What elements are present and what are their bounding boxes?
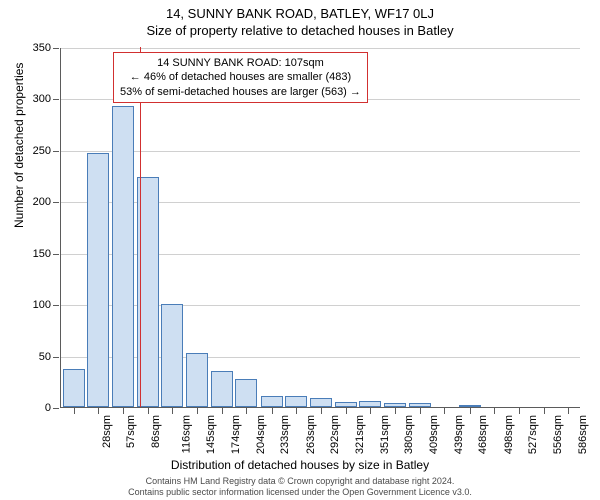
x-tick [197,408,198,414]
grid-line [61,151,580,152]
x-tick-label: 263sqm [305,415,317,454]
grid-line [61,48,580,49]
x-tick [123,408,124,414]
annotation-line: ← 46% of detached houses are smaller (48… [120,70,361,84]
x-tick [568,408,569,414]
x-tick-label: 409sqm [428,415,440,454]
x-tick-label: 439sqm [453,415,465,454]
x-tick [444,408,445,414]
y-tick [53,254,59,255]
histogram-bar [63,369,85,407]
x-tick [346,408,347,414]
y-tick [53,305,59,306]
x-tick [222,408,223,414]
x-tick-label: 586sqm [577,415,589,454]
x-tick-label: 174sqm [230,415,242,454]
y-tick [53,151,59,152]
annotation-line: 53% of semi-detached houses are larger (… [120,85,361,99]
x-tick-label: 468sqm [478,415,490,454]
y-tick-label: 150 [33,248,51,260]
y-tick-label: 0 [45,402,51,414]
y-axis-label: Number of detached properties [12,63,26,228]
y-tick-label: 300 [33,93,51,105]
annotation-box: 14 SUNNY BANK ROAD: 107sqm← 46% of detac… [113,52,368,103]
y-tick [53,357,59,358]
x-axis-label: Distribution of detached houses by size … [0,458,600,472]
page-title: 14, SUNNY BANK ROAD, BATLEY, WF17 0LJ [0,0,600,21]
x-tick [544,408,545,414]
x-tick-label: 204sqm [255,415,267,454]
x-tick [172,408,173,414]
y-tick-label: 50 [39,351,51,363]
x-tick [148,408,149,414]
y-tick [53,408,59,409]
histogram-bar [235,379,257,407]
histogram-bar [384,403,406,407]
x-tick [246,408,247,414]
x-tick [519,408,520,414]
footer-attribution: Contains HM Land Registry data © Crown c… [0,476,600,498]
x-tick [420,408,421,414]
x-tick [98,408,99,414]
histogram-bar [310,398,332,407]
x-tick-label: 321sqm [354,415,366,454]
histogram-bar [359,401,381,407]
x-tick-label: 556sqm [552,415,564,454]
x-tick [272,408,273,414]
x-tick-label: 498sqm [503,415,515,454]
x-tick [470,408,471,414]
x-tick-label: 292sqm [329,415,341,454]
x-tick [296,408,297,414]
x-tick-label: 57sqm [125,415,137,448]
footer-line-1: Contains HM Land Registry data © Crown c… [0,476,600,487]
histogram-bar [186,353,208,408]
y-tick [53,202,59,203]
page-subtitle: Size of property relative to detached ho… [0,21,600,38]
y-tick-label: 250 [33,145,51,157]
x-tick [395,408,396,414]
histogram-bar [335,402,357,407]
x-tick [370,408,371,414]
x-tick [74,408,75,414]
x-tick-label: 28sqm [101,415,113,448]
histogram-bar [161,304,183,407]
y-tick [53,99,59,100]
x-tick-label: 380sqm [403,415,415,454]
histogram-bar [261,396,283,407]
x-tick [321,408,322,414]
y-tick-label: 100 [33,299,51,311]
footer-line-2: Contains public sector information licen… [0,487,600,498]
annotation-line: 14 SUNNY BANK ROAD: 107sqm [120,56,361,70]
y-tick-label: 200 [33,196,51,208]
y-tick-label: 350 [33,42,51,54]
x-tick-label: 145sqm [205,415,217,454]
histogram-bar [285,396,307,407]
x-tick-label: 351sqm [379,415,391,454]
histogram-bar [112,106,134,407]
x-tick-label: 116sqm [180,415,192,453]
histogram-chart: 05010015020025030035028sqm57sqm86sqm116s… [60,48,580,408]
x-tick-label: 527sqm [527,415,539,454]
histogram-bar [211,371,233,407]
y-tick [53,48,59,49]
histogram-bar [87,153,109,407]
histogram-bar [459,405,481,407]
x-tick-label: 233sqm [280,415,292,454]
x-tick [494,408,495,414]
x-tick-label: 86sqm [150,415,162,448]
histogram-bar [409,403,431,407]
